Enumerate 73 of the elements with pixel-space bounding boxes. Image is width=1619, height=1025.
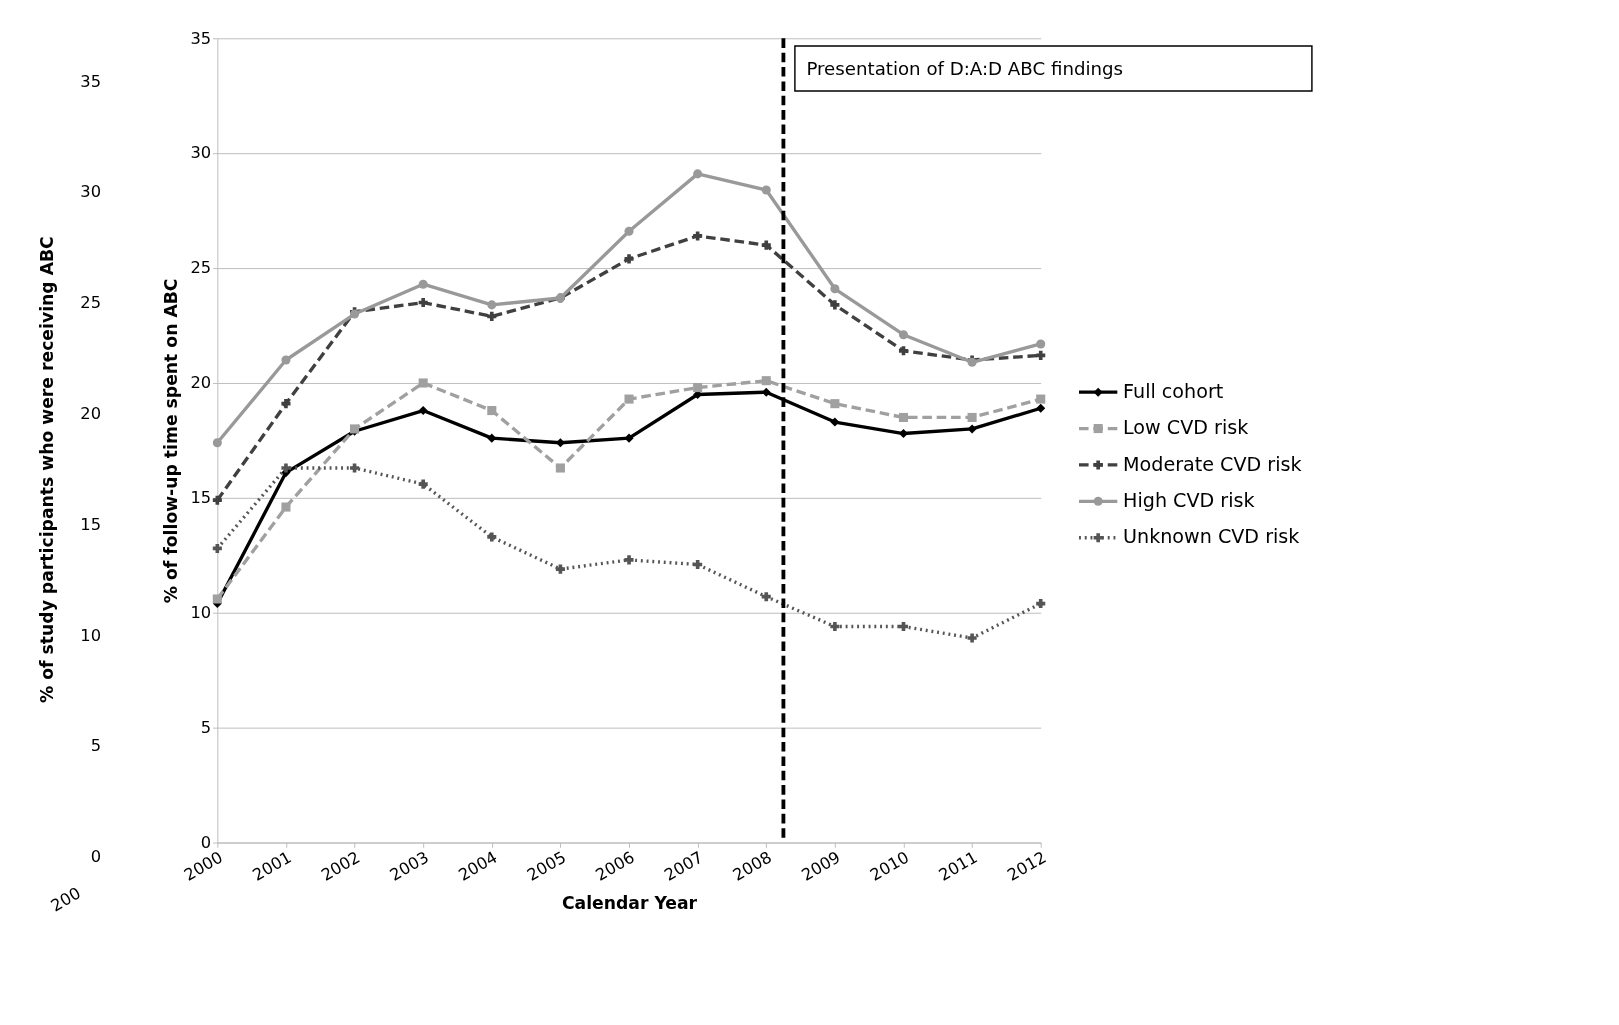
- point: [967, 424, 977, 434]
- point: [830, 417, 840, 427]
- point: [761, 240, 771, 250]
- point: [624, 226, 634, 236]
- point: [281, 463, 291, 473]
- y-tick-label: 10: [190, 603, 212, 623]
- point: [555, 463, 565, 473]
- y2-tick-label: 25: [80, 293, 102, 313]
- point: [487, 300, 497, 310]
- point: [1036, 350, 1046, 360]
- point: [1036, 339, 1046, 349]
- legend-label: Full cohort: [1123, 379, 1224, 403]
- point: [1036, 394, 1046, 404]
- point: [418, 479, 428, 489]
- y-tick-label: 30: [190, 143, 212, 163]
- point: [693, 383, 703, 393]
- point: [487, 532, 497, 542]
- point: [418, 279, 428, 289]
- y-tick-label: 25: [190, 258, 212, 278]
- y2-tick-label: 0: [90, 847, 102, 867]
- point: [898, 330, 909, 340]
- point: [693, 231, 703, 241]
- point: [624, 394, 634, 404]
- y-axis-title: % of follow-up time spent on ABC: [161, 278, 181, 604]
- y-tick-label: 5: [200, 717, 212, 737]
- point: [555, 564, 565, 574]
- legend-label: High CVD risk: [1123, 489, 1256, 513]
- point: [967, 412, 977, 422]
- point: [418, 378, 428, 388]
- ref-line-label: Presentation of D:A:D ABC findings: [806, 57, 1124, 79]
- y-tick-label: 15: [190, 488, 212, 508]
- point: [830, 622, 840, 632]
- point: [281, 355, 291, 365]
- point: [350, 463, 360, 473]
- point: [624, 555, 634, 565]
- legend-label: Moderate CVD risk: [1123, 452, 1303, 476]
- point: [761, 185, 771, 195]
- point: [281, 399, 291, 409]
- y2-tick-label: 5: [90, 736, 102, 756]
- y2-tick-label: 10: [80, 625, 102, 645]
- point: [418, 298, 428, 308]
- point: [624, 433, 634, 443]
- point: [212, 438, 222, 448]
- point: [281, 502, 291, 512]
- point: [624, 254, 634, 264]
- text: 200: [47, 883, 84, 916]
- legend-label: Low CVD risk: [1123, 416, 1250, 440]
- point: [830, 284, 840, 294]
- y-tick-label: 0: [200, 832, 212, 852]
- y2-tick-label: 15: [80, 514, 102, 534]
- legend-label: Unknown CVD risk: [1123, 525, 1301, 549]
- y2-tick-label: 35: [80, 71, 102, 91]
- point: [487, 311, 497, 321]
- y-tick-label: 20: [190, 373, 212, 393]
- x-axis-title: Calendar Year: [561, 892, 698, 913]
- point: [761, 376, 771, 386]
- point: [898, 412, 909, 422]
- point: [212, 495, 222, 505]
- point: [1036, 599, 1046, 609]
- y-tick-label: 35: [190, 28, 212, 48]
- point: [761, 592, 771, 602]
- point: [418, 406, 428, 416]
- point: [967, 633, 977, 643]
- point: [487, 406, 497, 416]
- point: [693, 169, 703, 179]
- y2-axis-title: % of study participants who were receiving ABC: [36, 236, 57, 703]
- y2-tick-label: 30: [80, 182, 102, 202]
- point: [898, 346, 909, 356]
- y2-tick-label: 20: [80, 404, 102, 424]
- point: [1036, 403, 1046, 413]
- point: [830, 300, 840, 310]
- point: [212, 594, 222, 604]
- point: [830, 399, 840, 409]
